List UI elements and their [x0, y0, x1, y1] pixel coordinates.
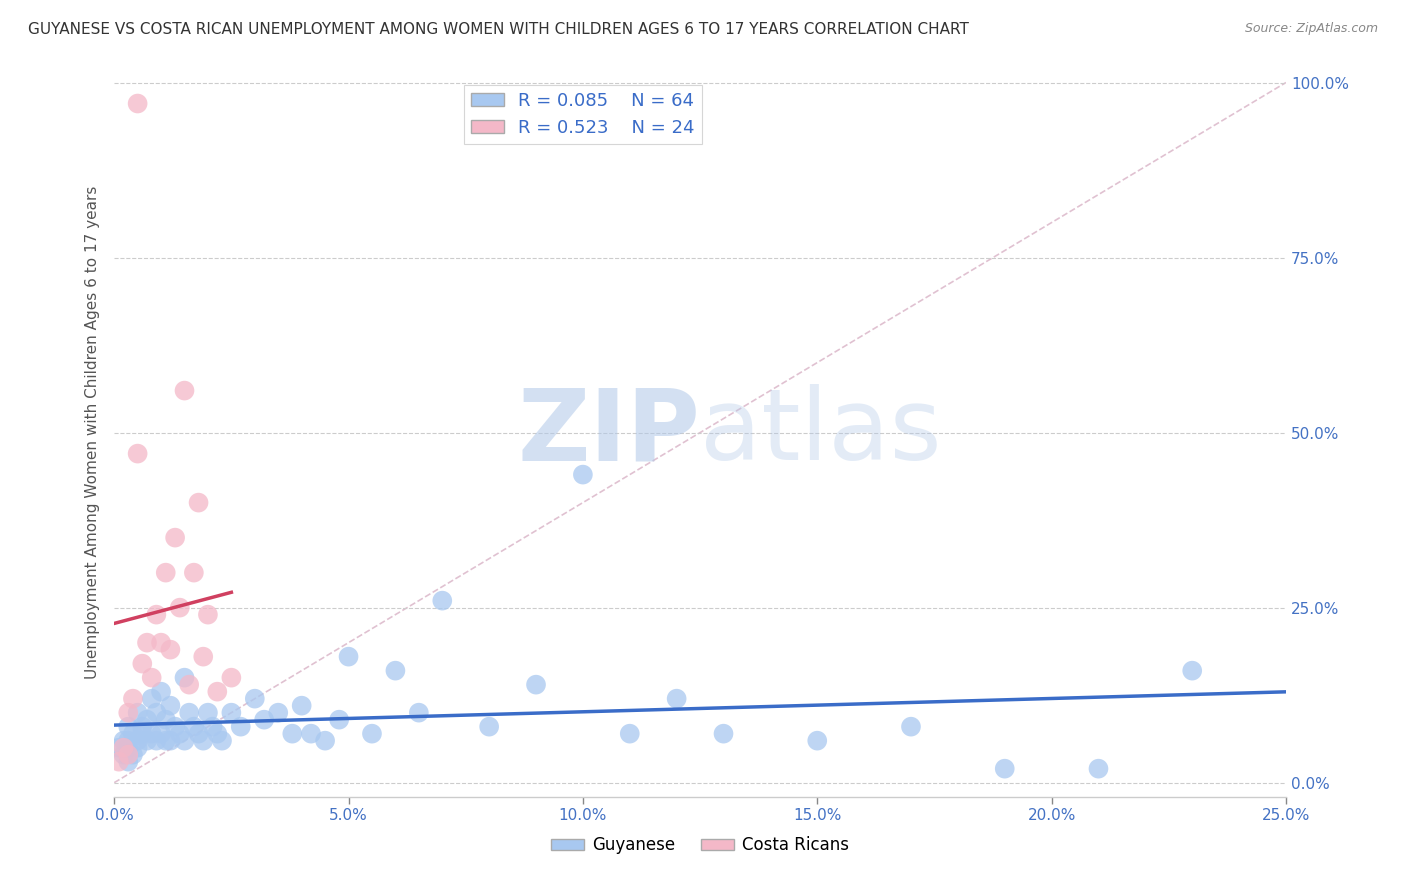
Point [127, 706, 149, 720]
Legend: R = 0.085    N = 64, R = 0.523    N = 24: R = 0.085 N = 64, R = 0.523 N = 24 [464, 85, 702, 145]
Point [117, 706, 139, 720]
Point [267, 706, 290, 720]
Point [337, 649, 360, 664]
Point [141, 671, 163, 685]
Point [201, 720, 224, 734]
Point [572, 467, 595, 482]
Point [314, 733, 336, 747]
Point [112, 740, 135, 755]
Point [155, 566, 177, 580]
Point [619, 726, 641, 740]
Point [159, 733, 181, 747]
Point [193, 649, 215, 664]
Point [117, 720, 139, 734]
Point [117, 747, 139, 762]
Point [122, 691, 145, 706]
Point [136, 733, 159, 747]
Point [141, 726, 163, 740]
Point [183, 720, 205, 734]
Point [665, 691, 688, 706]
Point [165, 531, 187, 545]
Point [145, 607, 167, 622]
Point [221, 706, 243, 720]
Point [145, 706, 167, 720]
Point [328, 713, 350, 727]
Point [108, 740, 131, 755]
Point [131, 726, 153, 740]
Point [193, 733, 215, 747]
Point [117, 755, 139, 769]
Point [127, 733, 149, 747]
Point [127, 447, 149, 461]
Point [994, 762, 1017, 776]
Point [150, 726, 173, 740]
Point [122, 726, 145, 740]
Point [361, 726, 384, 740]
Point [145, 733, 167, 747]
Point [141, 691, 163, 706]
Text: atlas: atlas [700, 384, 942, 481]
Point [136, 635, 159, 649]
Point [197, 706, 219, 720]
Point [187, 495, 209, 509]
Point [291, 698, 314, 713]
Point [408, 706, 430, 720]
Point [122, 747, 145, 762]
Point [207, 684, 229, 698]
Point [112, 747, 135, 762]
Point [229, 720, 252, 734]
Point [900, 720, 922, 734]
Point [713, 726, 735, 740]
Point [179, 678, 201, 692]
Text: ZIP: ZIP [517, 384, 700, 481]
Point [169, 726, 191, 740]
Point [478, 720, 501, 734]
Point [183, 566, 205, 580]
Text: Source: ZipAtlas.com: Source: ZipAtlas.com [1244, 22, 1378, 36]
Point [384, 664, 406, 678]
Point [117, 740, 139, 755]
Point [150, 635, 173, 649]
Point [131, 720, 153, 734]
Point [221, 671, 243, 685]
Point [127, 740, 149, 755]
Point [197, 607, 219, 622]
Point [211, 733, 233, 747]
Point [281, 726, 304, 740]
Point [112, 733, 135, 747]
Point [1087, 762, 1109, 776]
Point [159, 698, 181, 713]
Point [524, 678, 547, 692]
Point [136, 713, 159, 727]
Point [179, 706, 201, 720]
Point [173, 384, 195, 398]
Point [253, 713, 276, 727]
Point [173, 733, 195, 747]
Point [117, 733, 139, 747]
Point [155, 733, 177, 747]
Point [169, 600, 191, 615]
Point [159, 642, 181, 657]
Point [432, 593, 454, 607]
Point [1181, 664, 1204, 678]
Point [165, 720, 187, 734]
Point [127, 96, 149, 111]
Point [108, 755, 131, 769]
Point [173, 671, 195, 685]
Point [187, 726, 209, 740]
Point [155, 713, 177, 727]
Point [806, 733, 828, 747]
Point [299, 726, 322, 740]
Y-axis label: Unemployment Among Women with Children Ages 6 to 17 years: Unemployment Among Women with Children A… [86, 186, 100, 680]
Point [131, 657, 153, 671]
Point [243, 691, 266, 706]
Point [207, 726, 229, 740]
Text: GUYANESE VS COSTA RICAN UNEMPLOYMENT AMONG WOMEN WITH CHILDREN AGES 6 TO 17 YEAR: GUYANESE VS COSTA RICAN UNEMPLOYMENT AMO… [28, 22, 969, 37]
Point [150, 684, 173, 698]
